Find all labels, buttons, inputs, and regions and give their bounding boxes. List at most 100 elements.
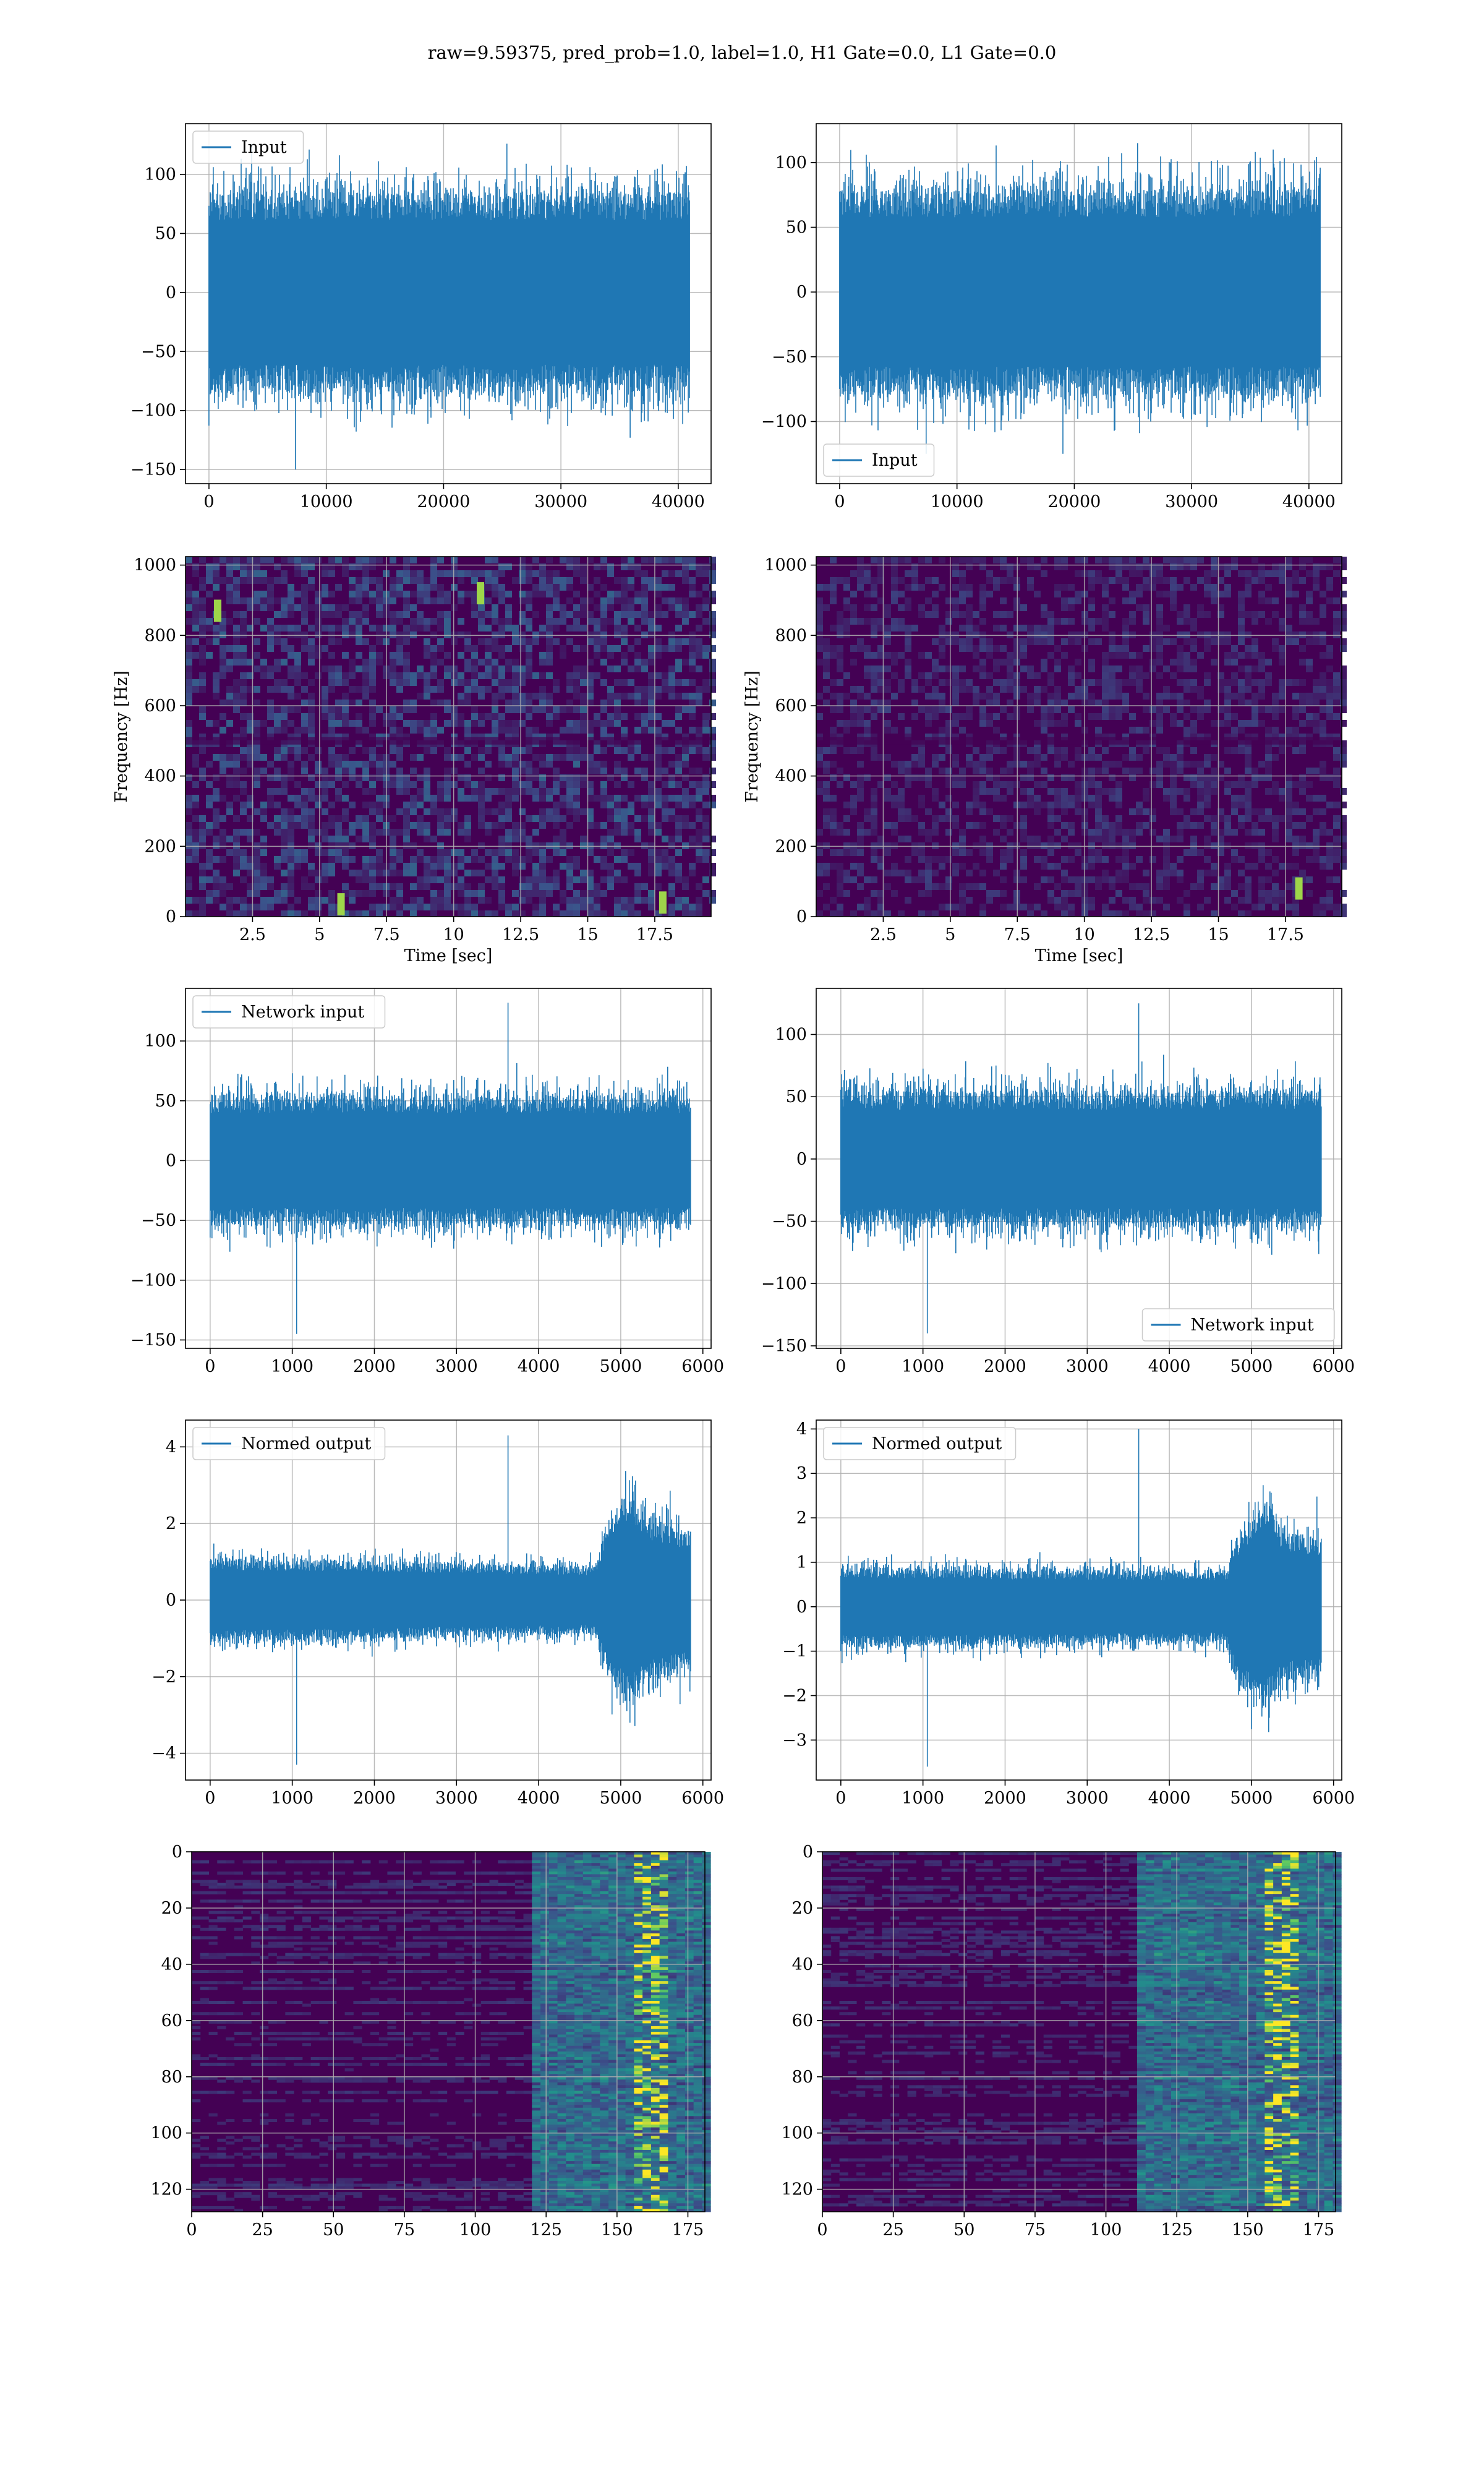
- heatmap-cell: [267, 700, 274, 706]
- heatmap-cell: [1272, 788, 1279, 795]
- heatmap-cell: [458, 679, 464, 686]
- heatmap-cell: [444, 754, 451, 761]
- heatmap-cell: [689, 666, 696, 672]
- heatmap-cell: [1306, 666, 1313, 672]
- heatmap-cell: [621, 897, 628, 904]
- heatmap-cell: [696, 788, 702, 795]
- heatmap-cell: [641, 591, 648, 597]
- heatmap-cell: [458, 883, 464, 890]
- heatmap-cell: [979, 659, 986, 666]
- heatmap-cell: [444, 904, 451, 910]
- heatmap-cell: [1136, 822, 1143, 829]
- heatmap-cell: [641, 659, 648, 666]
- heatmap-cell: [573, 618, 580, 625]
- heatmap-cell: [403, 788, 410, 795]
- heatmap-cell: [830, 727, 837, 734]
- heatmap-cell: [1068, 829, 1075, 836]
- heatmap-cell: [505, 802, 512, 808]
- heatmap-cell: [288, 856, 294, 863]
- heatmap-cell: [877, 842, 884, 849]
- heatmap-cell: [675, 761, 682, 768]
- heatmap-band: [816, 737, 1342, 745]
- heatmap-cell: [587, 904, 594, 910]
- heatmap-cell: [328, 774, 335, 781]
- heatmap-cell: [655, 802, 662, 808]
- heatmap-cell: [294, 863, 301, 870]
- heatmap-cell: [301, 802, 308, 808]
- heatmap-cell: [891, 829, 898, 836]
- heatmap-cell: [993, 781, 1000, 788]
- heatmap-cell: [614, 822, 621, 829]
- heatmap-cell: [648, 700, 655, 706]
- heatmap-cell: [1034, 591, 1041, 597]
- heatmap-cell: [1136, 829, 1143, 836]
- heatmap-cell: [1313, 700, 1320, 706]
- heatmap-cell: [1054, 645, 1061, 652]
- heatmap-cell: [492, 727, 498, 734]
- heatmap-cell: [587, 557, 594, 563]
- heatmap-cell: [1211, 829, 1217, 836]
- heatmap-cell: [1333, 679, 1340, 686]
- heatmap-cell: [186, 842, 192, 849]
- heatmap-cell: [1129, 713, 1136, 720]
- heatmap-cell: [247, 625, 254, 631]
- heatmap-cell: [362, 822, 369, 829]
- heatmap-cell: [945, 638, 952, 645]
- heatmap-cell: [837, 822, 843, 829]
- heatmap-cell: [1163, 747, 1170, 754]
- heatmap-cell: [1034, 795, 1041, 802]
- heatmap-cell: [437, 611, 444, 618]
- heatmap-cell: [1027, 910, 1034, 917]
- heatmap-cell: [226, 808, 233, 815]
- heatmap-cell: [1238, 570, 1245, 577]
- heatmap-cell: [532, 795, 539, 802]
- heatmap-cell: [1156, 577, 1163, 584]
- heatmap-cell: [464, 727, 471, 734]
- heatmap-cell: [1061, 856, 1068, 863]
- heatmap-cell: [254, 686, 260, 693]
- heatmap-cell: [1007, 577, 1013, 584]
- heatmap-cell: [1279, 747, 1286, 754]
- heatmap-cell: [884, 883, 891, 890]
- heatmap-cell: [308, 720, 315, 727]
- heatmap-cell: [417, 856, 424, 863]
- x-tick-label: 6000: [681, 1789, 724, 1808]
- heatmap-cell: [1054, 700, 1061, 706]
- heatmap-cell: [1306, 597, 1313, 604]
- heatmap-cell: [308, 734, 315, 740]
- heatmap-cell: [1170, 638, 1177, 645]
- heatmap-cell: [1000, 890, 1007, 897]
- heatmap-cell: [260, 597, 267, 604]
- heatmap-cell: [973, 842, 979, 849]
- heatmap-cell: [403, 700, 410, 706]
- heatmap-cell: [621, 815, 628, 822]
- heatmap-cell: [335, 788, 342, 795]
- heatmap-cell: [1306, 720, 1313, 727]
- heatmap-cell: [458, 618, 464, 625]
- heatmap-cell: [1204, 815, 1211, 822]
- heatmap-cell: [614, 870, 621, 876]
- heatmap-cell: [1122, 849, 1129, 856]
- heatmap-cell: [1313, 768, 1320, 774]
- heatmap-cell: [254, 557, 260, 563]
- heatmap-cell: [884, 679, 891, 686]
- heatmap-cell: [1204, 802, 1211, 808]
- y-axis-label: Frequency [Hz]: [112, 670, 131, 802]
- heatmap-cell: [871, 802, 877, 808]
- heatmap-cell: [1238, 611, 1245, 618]
- heatmap-cell: [451, 883, 458, 890]
- heatmap-cell: [1061, 836, 1068, 842]
- heatmap-cell: [816, 781, 823, 788]
- heatmap-cell: [993, 679, 1000, 686]
- heatmap-cell: [1115, 570, 1122, 577]
- heatmap-cell: [410, 842, 417, 849]
- heatmap-cell: [233, 761, 240, 768]
- heatmap-cell: [1183, 890, 1190, 897]
- heatmap-cell: [322, 768, 328, 774]
- heatmap-cell: [539, 910, 546, 917]
- heatmap-cell: [1122, 754, 1129, 761]
- heatmap-cell: [979, 842, 986, 849]
- heatmap-cell: [560, 611, 566, 618]
- heatmap-cell: [322, 563, 328, 570]
- heatmap-cell: [689, 713, 696, 720]
